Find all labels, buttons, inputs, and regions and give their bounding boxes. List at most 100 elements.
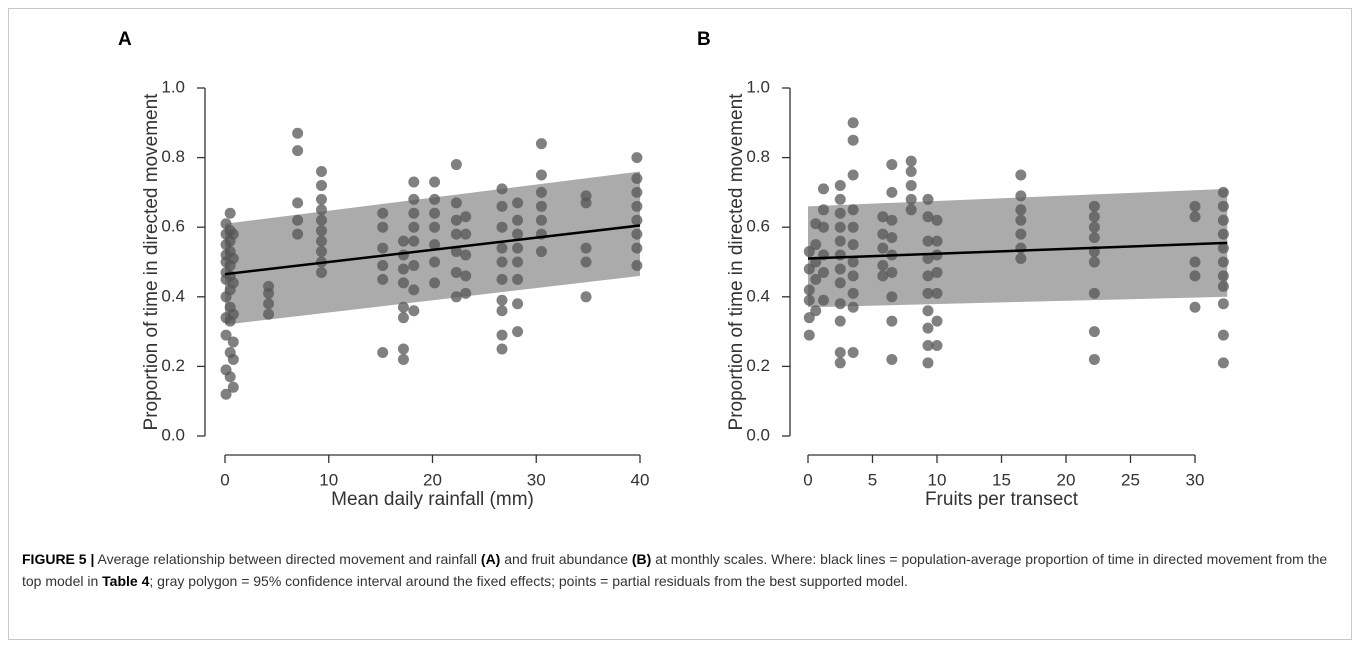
point [292, 145, 304, 157]
point [263, 298, 275, 310]
point [263, 280, 275, 292]
point [847, 169, 859, 181]
point [227, 253, 239, 265]
point [429, 207, 441, 219]
point [847, 239, 859, 251]
point [224, 371, 236, 383]
caption-text: Average relationship between directed mo… [94, 551, 481, 567]
point [834, 249, 846, 261]
point [905, 155, 917, 167]
x-axis-title: Mean daily rainfall (mm) [331, 489, 534, 510]
point [886, 159, 898, 171]
point [803, 263, 815, 275]
y-tick-label: 0.8 [161, 147, 185, 166]
point [1015, 214, 1027, 226]
point [886, 186, 898, 198]
point [847, 204, 859, 216]
x-tick-label: 0 [803, 470, 812, 489]
point [1088, 353, 1100, 365]
point [377, 221, 389, 233]
x-tick-label: 30 [1186, 470, 1205, 489]
point [220, 329, 232, 341]
fit-line [224, 224, 641, 276]
point [1088, 200, 1100, 212]
point [834, 298, 846, 310]
point [408, 235, 420, 247]
point [817, 183, 829, 195]
point [886, 266, 898, 278]
point [450, 291, 462, 303]
point [450, 266, 462, 278]
point [315, 179, 327, 191]
point [408, 305, 420, 317]
caption-bold: (A) [480, 551, 501, 567]
point [535, 169, 547, 181]
point [1217, 242, 1229, 254]
point [429, 176, 441, 188]
point [315, 204, 327, 216]
point [377, 346, 389, 358]
point [496, 256, 508, 268]
point [460, 287, 472, 299]
point [315, 266, 327, 278]
point [834, 179, 846, 191]
point [631, 152, 643, 164]
x-tick-label: 40 [631, 470, 650, 489]
caption-text: at monthly scales. Where: black lines = … [22, 551, 1332, 589]
point [847, 221, 859, 233]
point [631, 242, 643, 254]
point [817, 221, 829, 233]
point [1088, 287, 1100, 299]
point [377, 242, 389, 254]
point [512, 256, 524, 268]
point [803, 329, 815, 341]
point [397, 343, 409, 355]
y-tick-label: 1.0 [746, 77, 770, 96]
y-tick-label: 0.4 [746, 286, 770, 305]
point [847, 301, 859, 313]
point [905, 166, 917, 178]
point [292, 228, 304, 240]
point [429, 221, 441, 233]
point [1217, 228, 1229, 240]
point [580, 256, 592, 268]
point [834, 277, 846, 289]
point [450, 246, 462, 258]
point [450, 214, 462, 226]
point [496, 183, 508, 195]
point [496, 221, 508, 233]
point [803, 312, 815, 324]
point [922, 322, 934, 334]
point [817, 266, 829, 278]
x-tick-label: 20 [423, 470, 442, 489]
y-tick-label: 0.6 [746, 217, 770, 236]
point [460, 270, 472, 282]
point [877, 228, 889, 240]
point [512, 214, 524, 226]
point [408, 284, 420, 296]
point [877, 259, 889, 271]
point [931, 235, 943, 247]
point [905, 193, 917, 205]
point [834, 221, 846, 233]
point [512, 326, 524, 338]
point [227, 277, 239, 289]
point [429, 239, 441, 251]
fit-line [807, 241, 1228, 260]
point [810, 239, 822, 251]
point [460, 211, 472, 223]
point [931, 315, 943, 327]
point [397, 301, 409, 313]
point [922, 287, 934, 299]
y-tick-label: 0.4 [161, 286, 185, 305]
y-axis-title: Proportion of time in directed movement [141, 93, 162, 431]
point [496, 329, 508, 341]
point [847, 270, 859, 282]
point [377, 259, 389, 271]
point [834, 263, 846, 275]
point [408, 176, 420, 188]
point [1217, 357, 1229, 369]
y-tick-label: 0.6 [161, 217, 185, 236]
point [631, 228, 643, 240]
point [224, 207, 236, 219]
